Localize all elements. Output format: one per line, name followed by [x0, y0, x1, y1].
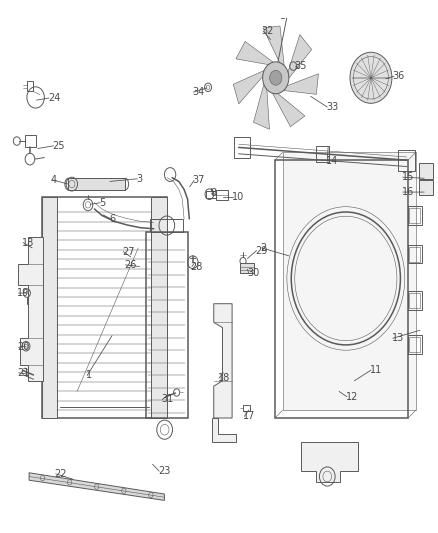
Bar	[410, 337, 420, 352]
Circle shape	[270, 70, 282, 85]
Text: 33: 33	[326, 102, 338, 112]
Text: 35: 35	[294, 61, 307, 71]
Text: 5: 5	[99, 198, 105, 208]
Text: 2: 2	[261, 243, 267, 253]
Bar	[410, 247, 420, 262]
Bar	[408, 206, 422, 224]
Bar	[408, 245, 422, 263]
Bar	[146, 232, 187, 418]
Text: 26: 26	[124, 260, 137, 270]
Polygon shape	[214, 304, 232, 418]
Text: 25: 25	[52, 141, 65, 151]
Text: 10: 10	[232, 192, 244, 203]
Text: 11: 11	[370, 365, 382, 375]
Circle shape	[350, 52, 392, 103]
Text: 31: 31	[161, 394, 173, 405]
Bar	[150, 219, 183, 232]
Text: 20: 20	[17, 342, 30, 352]
Text: 6: 6	[109, 214, 115, 224]
Bar	[408, 291, 422, 310]
Text: 17: 17	[243, 411, 255, 422]
Text: 1: 1	[86, 370, 92, 381]
Bar	[316, 146, 329, 162]
Bar	[419, 163, 433, 179]
Bar	[240, 263, 254, 273]
Text: 8: 8	[210, 188, 216, 198]
Bar	[151, 197, 166, 418]
Polygon shape	[29, 473, 164, 500]
Text: 16: 16	[402, 187, 414, 197]
Bar	[42, 197, 166, 418]
Polygon shape	[236, 42, 273, 64]
Text: 15: 15	[402, 172, 414, 182]
Bar	[410, 293, 420, 308]
Text: 34: 34	[192, 87, 204, 97]
Bar	[27, 82, 32, 91]
Bar	[215, 190, 228, 199]
Text: 4: 4	[51, 175, 57, 185]
Bar	[419, 180, 433, 195]
Bar	[408, 335, 422, 353]
Bar	[410, 208, 420, 223]
Text: 27: 27	[122, 247, 134, 256]
Text: 36: 36	[393, 71, 405, 81]
Polygon shape	[233, 70, 264, 104]
Bar	[275, 160, 408, 418]
Polygon shape	[288, 35, 312, 78]
Circle shape	[263, 62, 289, 94]
Text: 23: 23	[158, 466, 170, 476]
Text: 21: 21	[17, 368, 30, 378]
Text: 19: 19	[17, 288, 29, 298]
Bar	[206, 191, 215, 198]
Text: 3: 3	[136, 174, 142, 184]
Polygon shape	[284, 74, 318, 94]
Polygon shape	[272, 93, 305, 127]
Bar	[25, 135, 35, 147]
Polygon shape	[254, 84, 269, 130]
Text: 28: 28	[191, 262, 203, 271]
Text: 18: 18	[218, 373, 230, 383]
Text: 13: 13	[392, 333, 404, 343]
Polygon shape	[18, 237, 43, 381]
Text: 32: 32	[262, 26, 274, 36]
Bar	[68, 178, 125, 190]
Bar	[398, 150, 416, 171]
Text: 29: 29	[255, 246, 268, 255]
Text: 14: 14	[326, 156, 338, 166]
Text: 22: 22	[54, 469, 67, 479]
Text: 30: 30	[247, 268, 260, 278]
Polygon shape	[301, 442, 358, 482]
Text: 37: 37	[193, 175, 205, 185]
Bar	[283, 152, 416, 410]
Bar	[42, 197, 57, 418]
Text: 24: 24	[48, 93, 60, 103]
Text: 18: 18	[21, 238, 34, 247]
Text: 12: 12	[346, 392, 358, 402]
Bar	[234, 137, 250, 158]
Polygon shape	[212, 418, 236, 442]
Bar	[243, 405, 250, 411]
Polygon shape	[263, 26, 284, 66]
